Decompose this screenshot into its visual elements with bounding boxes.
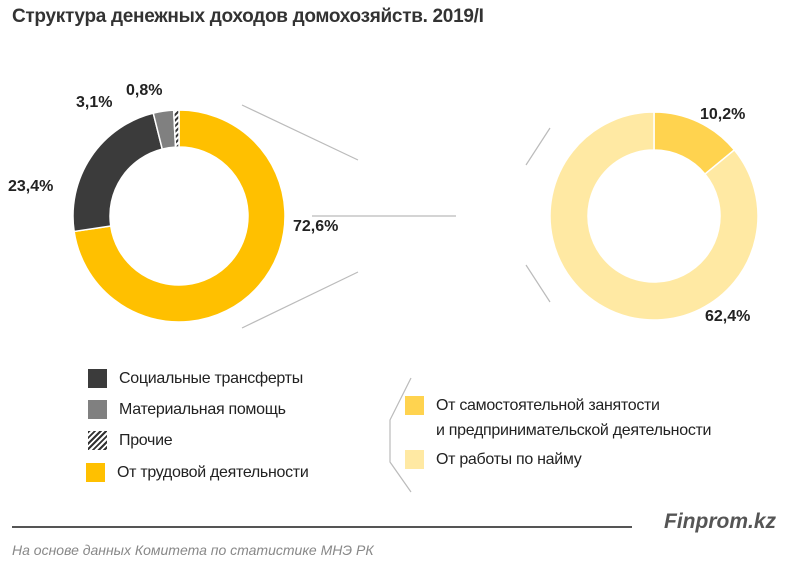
data-label-social: 23,4% — [8, 178, 54, 195]
legend-label: От трудовой деятельности — [117, 463, 309, 481]
donut-slice-1 — [72, 112, 164, 233]
data-label-hired-work: 62,4% — [705, 308, 751, 325]
legend-item-labor: От трудовой деятельности — [86, 463, 309, 482]
data-label-other: 0,8% — [126, 82, 163, 99]
connector-right-top — [525, 127, 551, 166]
connector-lines — [241, 104, 551, 493]
legend-label: От самостоятельной занятости — [436, 396, 660, 414]
legend-item-self-employment: От самостоятельной занятости — [405, 396, 660, 415]
legend-swatch — [405, 396, 424, 415]
legend-label: и предпринимательской деятельности — [436, 422, 712, 439]
chart-title: Структура денежных доходов домохозяйств.… — [12, 6, 484, 27]
connector-bottom — [241, 271, 359, 329]
legend-item-hired-work: От работы по найму — [405, 450, 582, 469]
legend-swatch — [405, 450, 424, 469]
connector-top — [241, 104, 359, 161]
legend-item-self-employment-line2: и предпринимательской деятельности — [436, 422, 711, 440]
legend-swatch — [88, 369, 107, 388]
legend-swatch — [88, 400, 107, 419]
legend-item-other: Прочие — [88, 431, 173, 450]
donut-slice-3 — [172, 109, 180, 148]
donut-slice-0 — [73, 109, 286, 323]
footer-divider — [12, 526, 632, 528]
right-donut — [549, 111, 759, 321]
data-label-self-employment: 10,2% — [700, 106, 746, 123]
legend-bracket — [389, 377, 412, 493]
legend-label: Прочие — [119, 431, 173, 449]
data-label-labor: 72,6% — [293, 218, 339, 235]
connector-right-bottom — [525, 264, 551, 303]
legend-item-social: Социальные трансферты — [88, 369, 303, 388]
legend-swatch — [86, 463, 105, 482]
data-label-material: 3,1% — [76, 94, 113, 111]
left-donut — [72, 109, 286, 323]
donut-slice-1 — [549, 111, 759, 321]
legend-item-material: Материальная помощь — [88, 400, 286, 419]
legend-swatch-hatched — [88, 431, 107, 450]
legend-label: От работы по найму — [436, 450, 582, 468]
brand-logo: Finprom.kz — [664, 510, 777, 533]
source-note: На основе данных Комитета по статистике … — [12, 542, 374, 558]
legend-label: Материальная помощь — [119, 400, 286, 418]
legend-label: Социальные трансферты — [119, 369, 303, 387]
